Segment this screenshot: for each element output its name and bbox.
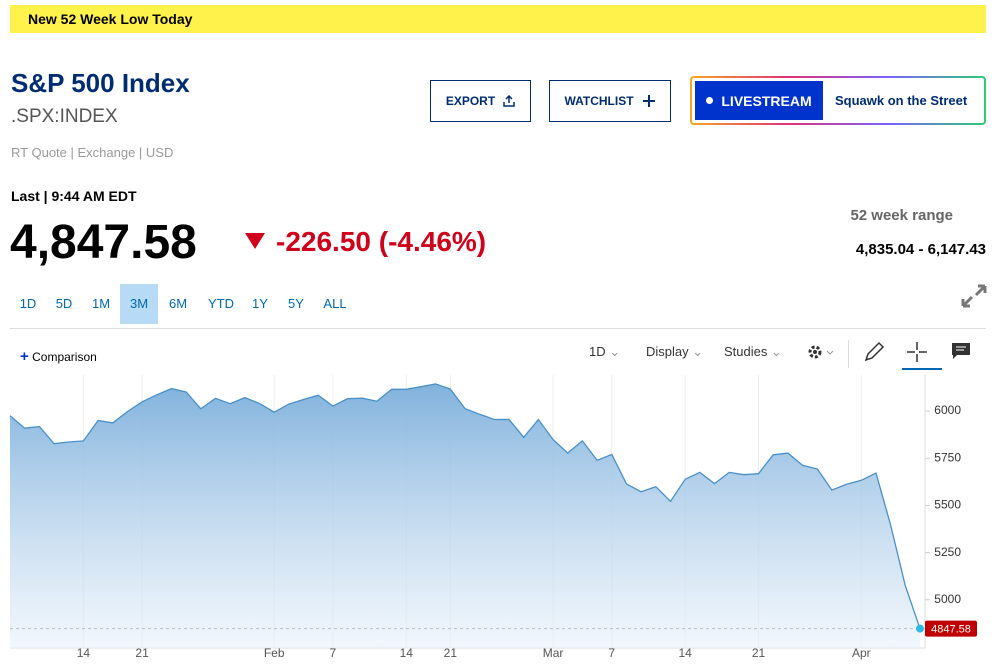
- down-arrow: [245, 233, 265, 249]
- export-button[interactable]: EXPORT: [430, 80, 531, 122]
- x-tick-label: 21: [444, 646, 458, 660]
- comparison-label: Comparison: [32, 350, 97, 364]
- last-value-label: 4847.58: [931, 623, 971, 635]
- livestream-label: LIVESTREAM: [721, 92, 812, 109]
- crosshair-icon[interactable]: [906, 341, 928, 363]
- expand-icon[interactable]: [961, 284, 987, 308]
- line: [9, 383, 921, 629]
- y-tick-label: 5500: [934, 498, 961, 512]
- y-tick-label: 5000: [934, 592, 961, 606]
- title: S&P 500 Index: [11, 68, 190, 98]
- watchlist-label: WATCHLIST: [564, 94, 634, 108]
- studies-label: Studies: [724, 344, 768, 359]
- interval-label: 1D: [589, 344, 606, 359]
- last-label: Last | 9:44 AM EDT: [11, 188, 137, 204]
- range-tab[interactable]: 1D: [19, 296, 37, 311]
- y-tick-label: 5250: [934, 545, 961, 559]
- active-tool-indicator: [902, 368, 942, 370]
- livestream-button[interactable]: LIVESTREAM: [695, 81, 823, 120]
- x-tick-label: Apr: [852, 646, 871, 660]
- x-tick-label: Mar: [543, 646, 564, 660]
- settings-icon[interactable]: [806, 342, 836, 362]
- range-tab[interactable]: 5D: [55, 296, 73, 311]
- x-tick-label: 14: [678, 646, 692, 660]
- export-icon: [503, 95, 515, 107]
- x-tick-label: Feb: [264, 646, 285, 660]
- y-tick-label: 6000: [934, 403, 961, 417]
- livestream-box[interactable]: LIVESTREAM Squawk on the Street: [690, 76, 986, 125]
- banner: New 52 Week Low Today: [10, 5, 986, 33]
- range-value: 4,835.04 - 6,147.43: [855, 241, 986, 258]
- quote-info: RT Quote | Exchange | USD: [11, 145, 174, 160]
- comment-icon[interactable]: [951, 342, 971, 360]
- plus-icon: [642, 95, 655, 107]
- range-tab[interactable]: 6M: [168, 296, 188, 311]
- change-pct: (-4.46%): [378, 226, 487, 257]
- range-tab[interactable]: ALL: [323, 296, 347, 311]
- interval-menu[interactable]: 1D ⌄: [589, 344, 621, 359]
- draw-icon[interactable]: [863, 341, 885, 363]
- x-tick-label: 14: [77, 646, 91, 660]
- show-name: Squawk on the Street: [835, 93, 968, 108]
- area: [10, 383, 920, 648]
- range-label: 52 week range: [850, 207, 953, 224]
- y-tick-label: 5750: [934, 450, 961, 464]
- x-tick-label: 21: [135, 646, 149, 660]
- live-dot: [706, 97, 714, 104]
- range-tab[interactable]: 5Y: [288, 296, 304, 311]
- export-label: EXPORT: [445, 94, 496, 108]
- last-value-badge: [925, 620, 977, 637]
- divider: [10, 328, 986, 329]
- display-label: Display: [646, 344, 689, 359]
- chart: 14 21 Feb 7 14 21 Mar 7 14 21 Apr 5000 5250 5500 5750 6…: [9, 375, 977, 660]
- last-point: [916, 624, 924, 633]
- studies-menu[interactable]: Studies ⌄: [724, 344, 782, 359]
- range-tab[interactable]: 1Y: [252, 296, 268, 311]
- range-tab[interactable]: 1M: [91, 296, 111, 311]
- x-tick-label: 21: [752, 646, 766, 660]
- comparison-button[interactable]: + Comparison: [20, 348, 97, 365]
- symbol: .SPX:INDEX: [11, 106, 118, 127]
- price: 4,847.58: [10, 216, 197, 269]
- range-tab[interactable]: 3M: [120, 284, 158, 324]
- banner-text: New 52 Week Low Today: [28, 11, 193, 27]
- change: -226.50 (-4.46%): [276, 226, 486, 258]
- x-tick-label: 14: [400, 646, 414, 660]
- watchlist-button[interactable]: WATCHLIST: [549, 80, 671, 122]
- range-tab[interactable]: YTD: [208, 296, 234, 311]
- display-menu[interactable]: Display ⌄: [646, 344, 704, 359]
- toolbar-separator: [848, 340, 849, 368]
- change-value: -226.50: [276, 226, 371, 257]
- x-tick-label: 7: [608, 646, 615, 660]
- x-tick-label: 7: [330, 646, 337, 660]
